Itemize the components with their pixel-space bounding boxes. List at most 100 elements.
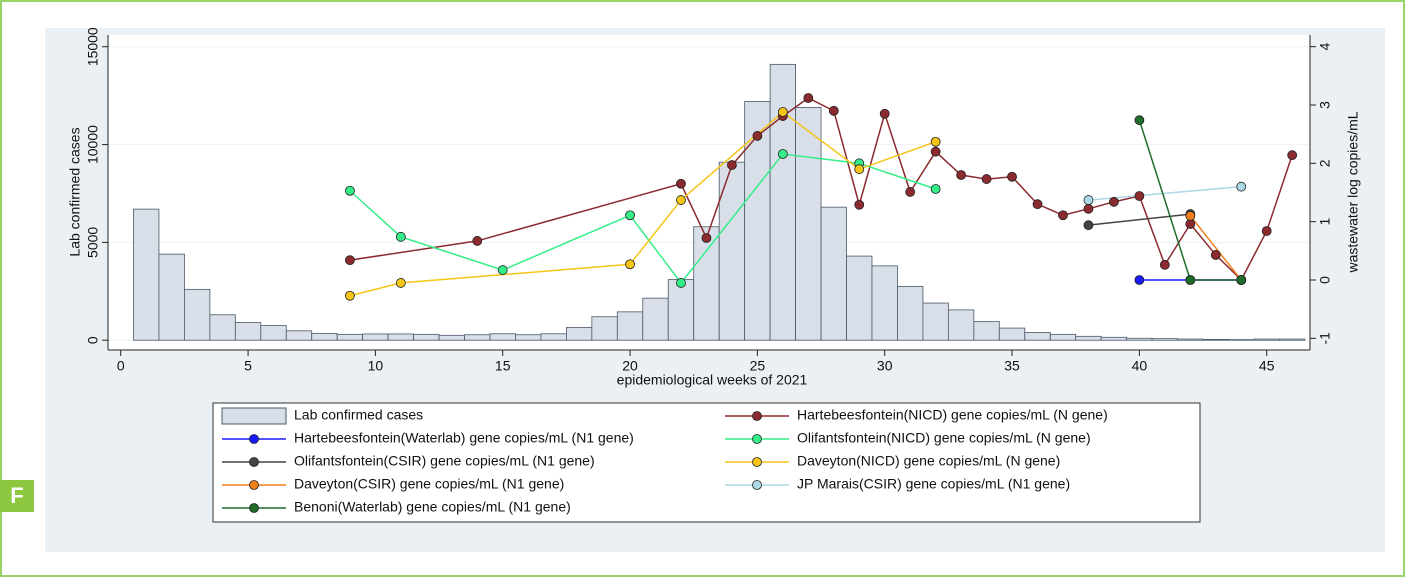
point: [1134, 115, 1145, 126]
bar: [795, 106, 822, 341]
legend-marker: [752, 457, 762, 467]
point: [1083, 195, 1094, 205]
point: [1185, 275, 1196, 285]
x-tick-label: 40: [1132, 358, 1148, 374]
bar: [998, 327, 1026, 341]
bar: [846, 255, 873, 341]
bar: [387, 333, 414, 341]
point: [472, 236, 483, 246]
bar: [438, 334, 465, 341]
bar: [464, 334, 491, 341]
bar: [183, 288, 211, 341]
point: [905, 187, 916, 197]
line: [349, 153, 936, 285]
bar: [820, 206, 847, 341]
point: [803, 93, 814, 103]
bar: [947, 309, 975, 341]
x-tick-label: 10: [368, 358, 384, 374]
point: [752, 131, 763, 141]
point: [1236, 181, 1247, 192]
bar: [565, 327, 593, 341]
bar: [897, 286, 924, 341]
y-tick-label: 0: [85, 336, 101, 344]
bar: [871, 265, 898, 341]
bar: [234, 322, 262, 341]
bar: [693, 226, 720, 341]
legend-marker: [249, 434, 259, 444]
point: [1007, 171, 1017, 182]
point: [1185, 210, 1196, 221]
bar: [1049, 333, 1077, 341]
point: [345, 255, 355, 266]
bar: [133, 208, 160, 341]
point: [879, 108, 890, 119]
x-tick-label: 30: [877, 358, 893, 374]
legend-marker: [752, 434, 762, 444]
line: [1189, 215, 1242, 281]
bar: [1024, 331, 1051, 341]
legend: [212, 402, 1201, 523]
legend-marker: [249, 457, 259, 467]
legend-label: Hartebeesfontein(Waterlab) gene copies/m…: [294, 430, 634, 446]
point: [930, 146, 941, 157]
y-axis-title: Lab confirmed cases: [67, 127, 83, 256]
point: [1134, 191, 1145, 201]
bar: [515, 334, 542, 341]
bar: [1126, 337, 1153, 341]
bar: [1202, 339, 1229, 341]
point: [1236, 275, 1247, 285]
point: [930, 136, 941, 147]
y2-tick-label: 4: [1317, 43, 1333, 51]
point: [777, 107, 788, 117]
x-tick-label: 45: [1259, 358, 1275, 374]
x-tick-label: 0: [117, 358, 125, 374]
bar: [260, 325, 287, 341]
bar: [336, 333, 364, 341]
point: [854, 199, 865, 210]
point: [1159, 259, 1170, 270]
bar: [769, 63, 796, 341]
bar: [540, 333, 567, 341]
point: [676, 178, 686, 189]
point: [1134, 275, 1145, 285]
panel-label: F: [10, 483, 23, 508]
y2-tick-label: 0: [1317, 276, 1333, 284]
legend-label: Daveyton(NICD) gene copies/mL (N gene): [797, 453, 1060, 469]
bar: [1151, 338, 1178, 341]
bar: [158, 253, 185, 341]
x-tick-label: 20: [622, 358, 638, 374]
point: [1210, 250, 1221, 260]
point: [1185, 219, 1196, 229]
panel-badge: [0, 480, 34, 512]
legend-marker: [249, 480, 259, 490]
legend-marker: [249, 503, 259, 513]
point: [395, 231, 406, 242]
point: [395, 278, 406, 288]
point: [345, 185, 355, 196]
point: [497, 265, 508, 275]
x-tick-label: 25: [750, 358, 766, 374]
point: [727, 160, 737, 170]
point: [1032, 199, 1043, 210]
bar: [489, 333, 516, 341]
y-tick-label: 15000: [85, 27, 101, 66]
y2-tick-label: -1: [1317, 332, 1333, 345]
point: [1083, 203, 1094, 214]
point: [1109, 196, 1119, 207]
point: [828, 105, 839, 116]
bar: [1177, 338, 1204, 341]
point: [345, 290, 355, 301]
point: [854, 164, 865, 175]
point: [676, 195, 686, 205]
legend-label: Olifantsfontein(NICD) gene copies/mL (N …: [797, 430, 1091, 446]
point: [1287, 150, 1298, 161]
y-tick-label: 5000: [85, 227, 101, 258]
y2-tick-label: 2: [1317, 159, 1333, 167]
bar: [667, 279, 695, 341]
x-tick-label: 15: [495, 358, 511, 374]
legend-label: Benoni(Waterlab) gene copies/mL (N1 gene…: [294, 499, 571, 515]
legend-label: Daveyton(CSIR) gene copies/mL (N1 gene): [294, 476, 564, 492]
point: [930, 184, 941, 194]
point: [1261, 226, 1272, 236]
